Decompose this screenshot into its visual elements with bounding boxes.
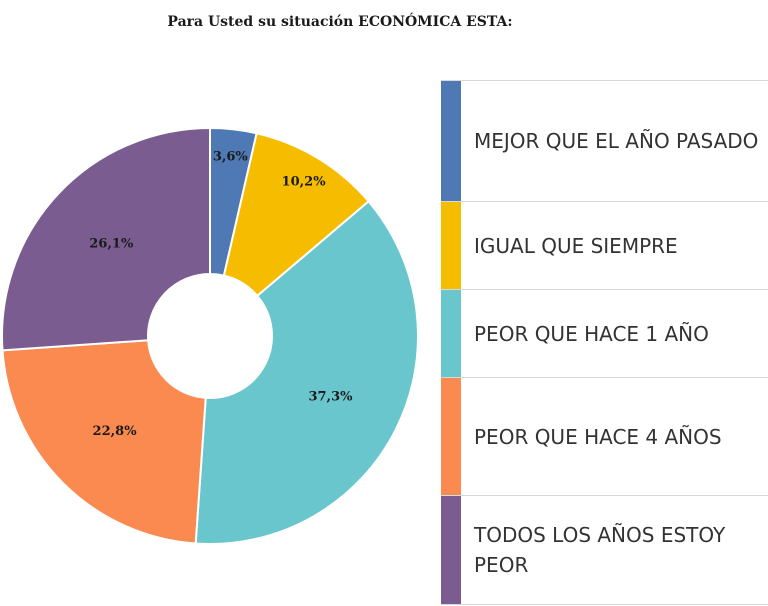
slice-label-0: 3,6% (213, 150, 249, 165)
slice-2 (194, 200, 419, 545)
slice-label-3: 22,8% (93, 424, 138, 439)
legend: MEJOR QUE EL AÑO PASADO IGUAL QUE SIEMPRE… (441, 80, 768, 606)
chart-title: Para Usted su situación ECONÓMICA ESTA: (167, 14, 513, 30)
slice-label-2: 37,3% (308, 389, 353, 404)
legend-item: PEOR QUE HACE 4 AÑOS (441, 378, 768, 496)
legend-label: PEOR QUE HACE 4 AÑOS (474, 424, 722, 449)
legend-swatch (441, 496, 461, 604)
legend-label: PEOR QUE HACE 1 AÑO (474, 321, 709, 346)
legend-swatch (441, 202, 461, 289)
legend-item: PEOR QUE HACE 1 AÑO (441, 290, 768, 378)
slice-label-4: 26,1% (89, 236, 134, 251)
slice-label-1: 10,2% (282, 175, 327, 190)
legend-item: MEJOR QUE EL AÑO PASADO (441, 81, 768, 202)
slice-3 (1, 339, 207, 545)
legend-swatch (441, 81, 461, 201)
legend-label: MEJOR QUE EL AÑO PASADO (474, 129, 759, 153)
legend-label: IGUAL QUE SIEMPRE (474, 233, 678, 258)
legend-swatch (441, 378, 461, 495)
legend-item: IGUAL QUE SIEMPRE (441, 202, 768, 290)
donut-chart: 3,6% 10,2% 37,3% 22,8% 26,1% (1, 126, 419, 545)
slice-4 (1, 126, 211, 352)
slice-1 (222, 132, 370, 298)
legend-label: TODOS LOS AÑOS ESTOY PEOR (474, 523, 726, 577)
legend-item: TODOS LOS AÑOS ESTOY PEOR (441, 496, 768, 605)
legend-swatch (441, 290, 461, 377)
